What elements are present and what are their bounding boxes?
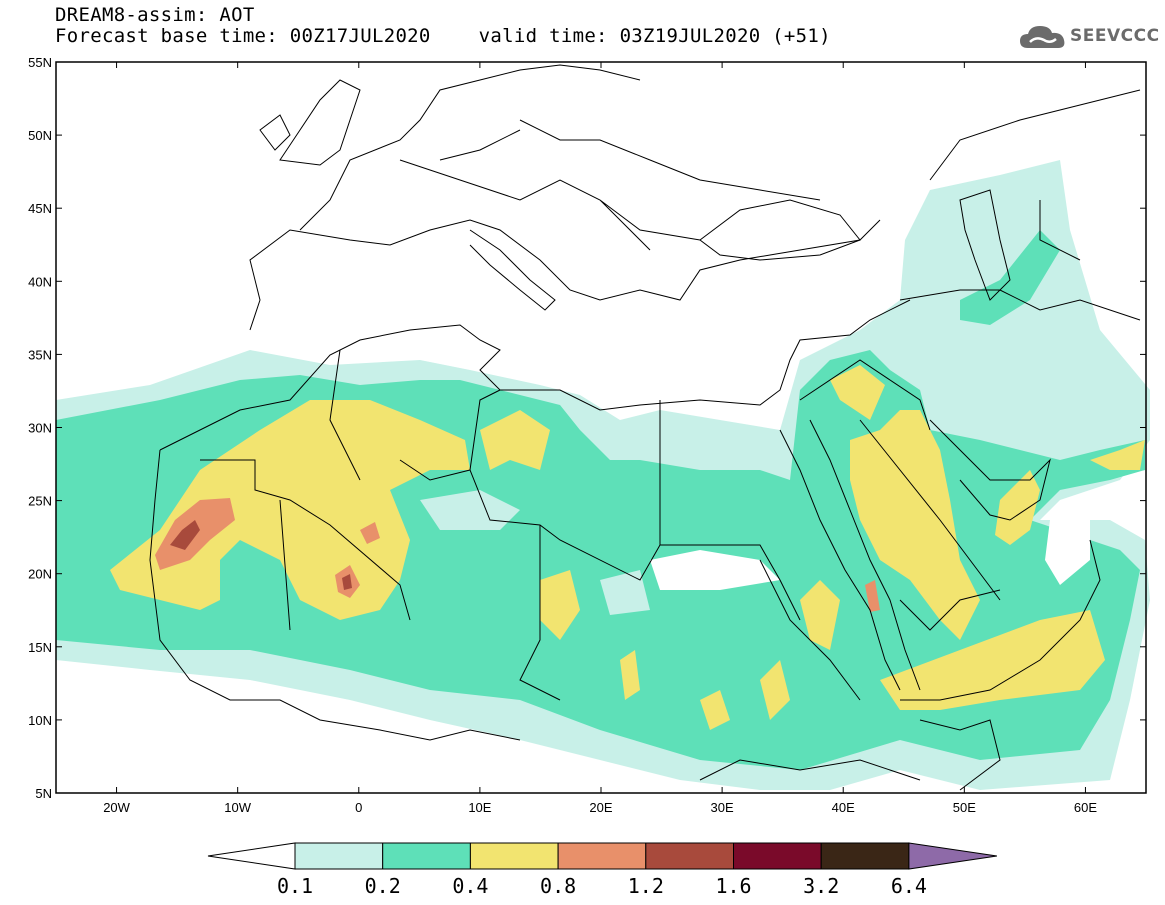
- colorbar-label: 0.2: [365, 874, 401, 898]
- aot-region-0.4: [760, 660, 790, 720]
- lat-label: 25N: [28, 494, 52, 509]
- base-time: 00Z17JUL2020: [289, 25, 431, 47]
- coastline: [249, 219, 881, 331]
- lon-label: 40E: [832, 800, 855, 815]
- aot-gap: [600, 570, 650, 615]
- aot-region-0.4: [1090, 440, 1145, 470]
- seevccc-logo: SEEVCCC: [1018, 22, 1160, 58]
- lat-label: 35N: [28, 347, 52, 362]
- colorbar-box: [294, 842, 384, 870]
- colorbar-label: 0.8: [540, 874, 576, 898]
- aot-region-0.4: [480, 410, 550, 470]
- colorbar-labels: 0.1 0.2 0.4 0.8 1.2 1.6 3.2 6.4: [277, 874, 927, 898]
- lon-label: 10E: [468, 800, 491, 815]
- valid-time-label: valid time:: [478, 25, 608, 47]
- coastline-west-africa: [149, 449, 521, 741]
- colorbar-box: [557, 842, 647, 870]
- borders: [399, 119, 821, 251]
- lat-label: 15N: [28, 640, 52, 655]
- lon-label: 0: [355, 800, 362, 815]
- aot-region-0.2-caspian: [960, 230, 1060, 325]
- lon-label: 20W: [103, 800, 130, 815]
- colorbar-boxes: [207, 842, 997, 870]
- colorbar-box: [820, 842, 910, 870]
- coastline-red-sea: [809, 419, 921, 691]
- lon-label: 60E: [1074, 800, 1097, 815]
- aot-region-0.4: [880, 610, 1105, 710]
- lat-label: 20N: [28, 567, 52, 582]
- colorbar-label: 1.2: [628, 874, 664, 898]
- coastline-gulf: [929, 419, 1051, 521]
- colorbar-box: [382, 842, 471, 870]
- colorbar-label: 0.4: [452, 874, 488, 898]
- aot-region-0.8: [360, 522, 380, 544]
- lat-label: 40N: [28, 274, 52, 289]
- lat-label: 5N: [35, 786, 52, 801]
- logo-text: SEEVCCC: [1070, 26, 1160, 46]
- time-info: Forecast base time: 00Z17JUL2020 valid ti…: [55, 25, 831, 47]
- lon-label: 50E: [953, 800, 976, 815]
- aot-region-0.4: [620, 650, 640, 700]
- borders: [200, 349, 801, 701]
- borders: [699, 359, 1001, 781]
- coastline-horn: [919, 719, 1001, 791]
- country-boundaries: [149, 64, 1141, 791]
- colorbar-box: [645, 842, 734, 870]
- aot-region-0.8: [865, 580, 880, 612]
- aot-region-0.4: [850, 410, 980, 640]
- colorbar-label: 6.4: [891, 874, 927, 898]
- aot-region-0.4: [110, 400, 470, 620]
- colorbar-box: [469, 842, 559, 870]
- cloud-icon: [1020, 26, 1065, 48]
- aot-region-1.2: [342, 574, 352, 590]
- aot-region-0.4: [800, 580, 840, 650]
- aot-region-0.4: [700, 690, 730, 730]
- coastline-arabia-south: [900, 539, 1101, 701]
- valid-time: 03Z19JUL2020 (+51): [619, 25, 831, 47]
- lat-label: 30N: [28, 421, 52, 436]
- colorbar-under-triangle: [207, 842, 296, 870]
- lat-label: 45N: [28, 201, 52, 216]
- coastline-ireland: [259, 114, 291, 151]
- aot-region-0.4: [540, 570, 580, 640]
- lon-label: 10W: [224, 800, 251, 815]
- product-title: DREAM8-assim: AOT: [55, 4, 255, 26]
- coastline-red-sea: [779, 429, 901, 691]
- colorbar-label: 0.1: [277, 874, 313, 898]
- aot-gap: [650, 550, 780, 590]
- coastline-uk: [279, 79, 361, 166]
- lat-label: 55N: [28, 55, 52, 70]
- coastline-black-sea: [699, 199, 861, 261]
- colorbar-box: [733, 842, 822, 870]
- axis-ticks: [56, 61, 1146, 794]
- lat-label: 50N: [28, 128, 52, 143]
- coastline-italy: [469, 229, 556, 311]
- colorbar-label: 1.6: [715, 874, 751, 898]
- aot-region-1.2: [170, 520, 200, 550]
- lon-label: 20E: [589, 800, 612, 815]
- borders: [899, 89, 1141, 321]
- lon-label: 30E: [711, 800, 734, 815]
- base-time-label: Forecast base time:: [55, 25, 279, 47]
- axis-tick-labels: 55N 50N 45N 40N 35N 30N 25N 20N 15N 10N 5N 20W 10W 0 1…: [28, 55, 1097, 815]
- lat-label: 10N: [28, 713, 52, 728]
- colorbar-label: 3.2: [803, 874, 839, 898]
- aot-region-0.4: [995, 470, 1040, 545]
- aot-region-0.4: [830, 365, 885, 420]
- aot-gap: [1045, 505, 1090, 585]
- coastline: [299, 64, 641, 231]
- colorbar-over-triangle: [908, 842, 997, 870]
